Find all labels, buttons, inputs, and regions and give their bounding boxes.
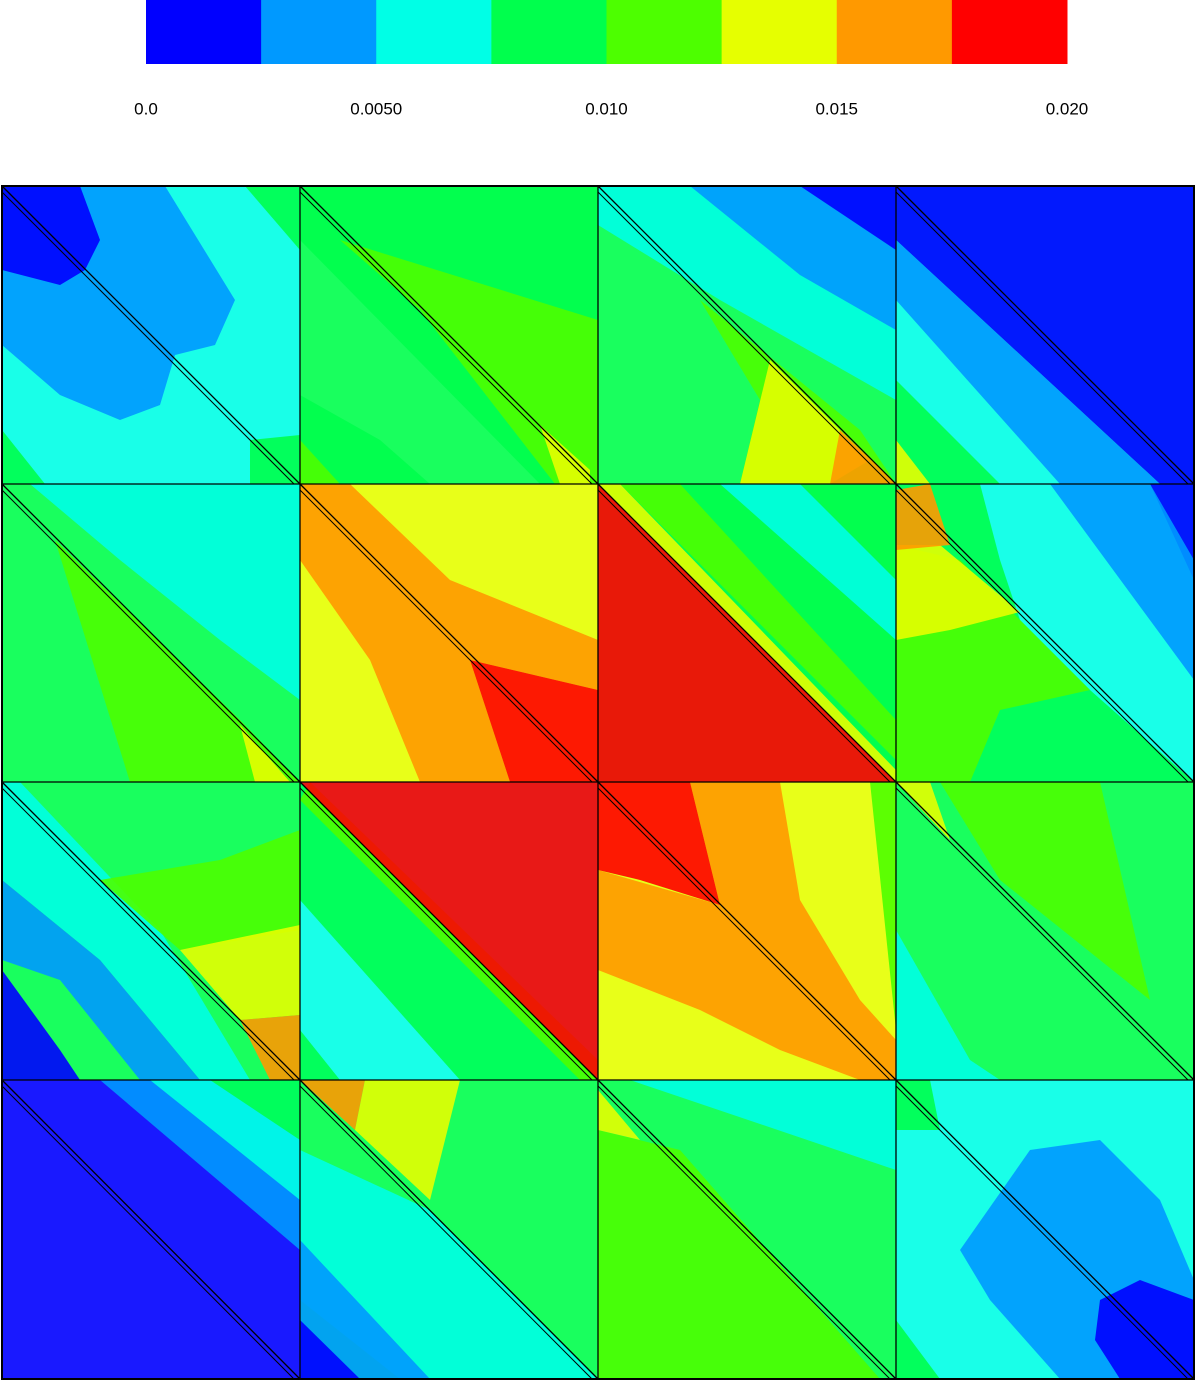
contour-region (355, 1080, 460, 1200)
contour-region (180, 925, 300, 1020)
contour-region (896, 1080, 940, 1130)
mesh-diagonal (1, 185, 301, 485)
mesh-diagonal (895, 483, 1195, 783)
mesh-diagonal (597, 489, 891, 783)
mesh-diagonal (895, 191, 1189, 485)
contour-region (690, 782, 896, 1080)
colorbar-band (261, 0, 377, 64)
colorbar-band (951, 0, 1068, 64)
mesh-diagonal (895, 1085, 1189, 1380)
colorbar-tick-label: 0.020 (1046, 99, 1089, 118)
contour-region (1050, 484, 1194, 680)
colorbar-tick-label: 0.0 (134, 99, 158, 118)
colorbar-tick-label: 0.015 (815, 99, 858, 118)
contour-region (620, 484, 896, 760)
contour-region (598, 1130, 880, 1379)
mesh-diagonal (597, 1085, 891, 1380)
contour-region (896, 380, 1000, 484)
contour-region (100, 830, 300, 950)
contour-region (2, 430, 45, 484)
mesh-diagonal (1, 489, 295, 783)
mesh-diagonal (895, 781, 1195, 1081)
contour-region (720, 484, 896, 640)
colorbar-tick-label: 0.0050 (350, 99, 402, 118)
contour-region (2, 970, 80, 1080)
contour-region (30, 484, 300, 700)
mesh-diagonal (1, 781, 301, 1081)
contour-region (340, 240, 598, 484)
contour-region (210, 1080, 300, 1140)
contour-region (630, 1080, 896, 1170)
mesh-diagonal (895, 489, 1189, 783)
mesh-diagonal (1, 1085, 295, 1380)
mesh-border (1, 185, 1195, 1380)
contour-region (690, 186, 896, 330)
colorbar: 0.0 0.0050 0.010 0.015 0.020 (134, 0, 1088, 118)
mesh-diagonal (895, 185, 1195, 485)
contour-region (896, 240, 1160, 484)
mesh-diagonal (299, 191, 593, 485)
contour-region (2, 880, 200, 1080)
mesh-diagonal (299, 483, 599, 783)
colorbar-tick-label: 0.010 (585, 99, 628, 118)
contour-region (896, 930, 1000, 1080)
contour-region (940, 782, 1150, 1000)
contour-region (240, 1015, 300, 1080)
mesh-diagonal (597, 185, 897, 485)
mesh-diagonal (299, 781, 599, 1081)
contour-region (300, 1030, 340, 1080)
contour-region (300, 1240, 430, 1379)
mesh-diagonal (597, 1079, 897, 1380)
mesh-diagonal (597, 781, 897, 1081)
contour-region (896, 440, 930, 484)
mesh (1, 185, 1195, 1380)
contour-region (300, 1320, 360, 1379)
contour-region (598, 870, 896, 1080)
mesh-diagonal (299, 1085, 593, 1380)
contour-region (2, 782, 250, 1080)
mesh-diagonal (299, 1079, 599, 1380)
contour-region (300, 395, 430, 484)
mesh-diagonal (299, 489, 593, 783)
mesh-diagonal (895, 1079, 1195, 1380)
contour-region (896, 545, 1020, 640)
colorbar-band (491, 0, 607, 64)
contour-region (300, 440, 340, 484)
mesh-diagonal (1, 483, 301, 783)
colorbar-band (146, 0, 262, 64)
mesh-diagonal (597, 191, 891, 485)
contour-region (896, 1320, 940, 1379)
contour-region (245, 186, 300, 250)
contour-region (800, 186, 896, 250)
mesh-diagonal (1, 787, 295, 1081)
mesh-diagonal (597, 787, 891, 1081)
colorbar-band (836, 0, 953, 64)
mesh-diagonal (299, 787, 593, 1081)
mesh-diagonal (597, 483, 897, 783)
mesh-diagonal (299, 185, 599, 485)
contour-region (598, 1090, 640, 1140)
contour-region (300, 1080, 365, 1130)
colorbar-band (376, 0, 492, 64)
contour-region (896, 782, 950, 840)
mesh-diagonal (1, 191, 295, 485)
colorbar-band (606, 0, 723, 64)
contour-region (870, 782, 896, 1030)
mesh-diagonal (895, 787, 1189, 1081)
contour-region (470, 660, 598, 782)
colorbar-band (721, 0, 838, 64)
mesh-diagonal (1, 1079, 301, 1380)
